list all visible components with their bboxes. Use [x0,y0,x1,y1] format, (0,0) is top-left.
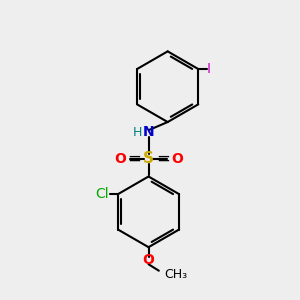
Text: Cl: Cl [95,187,109,201]
Text: O: O [114,152,126,166]
Text: O: O [171,152,183,166]
Text: =: = [127,149,141,167]
Text: I: I [207,62,211,76]
Text: =: = [156,149,170,167]
Text: N: N [143,125,154,139]
Text: S: S [143,151,154,166]
Text: CH₃: CH₃ [165,268,188,281]
Text: O: O [142,254,154,267]
Text: H: H [133,126,142,139]
